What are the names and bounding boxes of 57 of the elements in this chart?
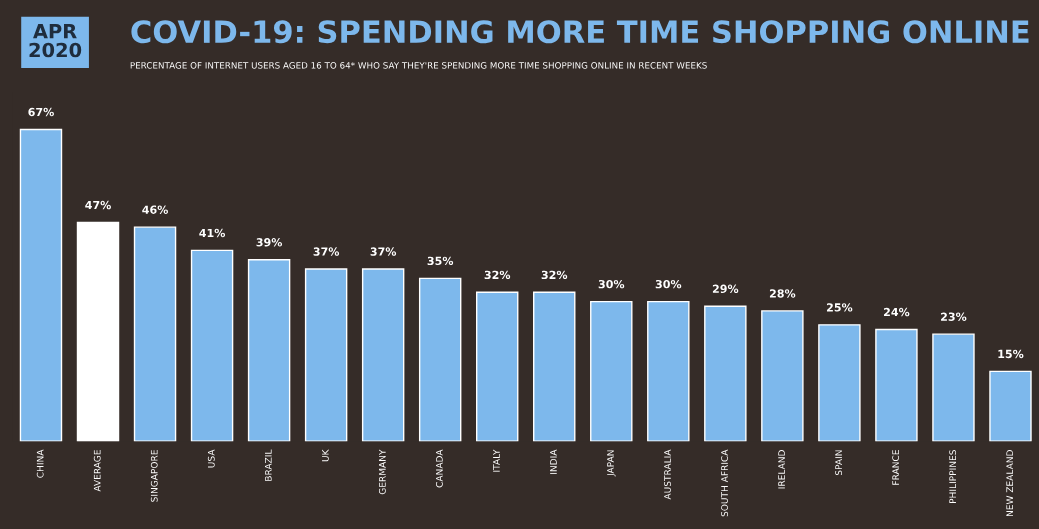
bar [989, 370, 1032, 442]
data-label: 25% [826, 303, 853, 312]
chart-subtitle: PERCENTAGE OF INTERNET USERS AGED 16 TO 64* WHO SAY THEY'RE SPENDING MORE TIME SHOPPING ONLINE IN RECENT WEEKS [130, 62, 707, 69]
data-label: 47% [85, 200, 111, 210]
x-tick-label: SPAIN [835, 450, 843, 476]
bar [418, 277, 462, 442]
bar [932, 333, 975, 442]
x-tick-label: CANADA [435, 449, 443, 488]
x-tick-label: IRELAND [778, 450, 785, 489]
x-tick-label: NEW ZEALAND [1006, 450, 1013, 517]
data-label: 15% [998, 349, 1024, 359]
data-label: 30% [598, 279, 625, 289]
data-label: 67% [28, 107, 54, 117]
x-tick-label: FRANCE [892, 450, 900, 485]
x-tick-label: INDIA [550, 449, 557, 474]
bar [361, 268, 405, 442]
bar [76, 221, 120, 442]
x-tick-label: BRAZIL [265, 449, 272, 481]
data-label: 24% [884, 307, 910, 317]
bar [247, 259, 291, 442]
bar [761, 310, 804, 442]
data-label: 46% [142, 205, 168, 214]
data-label: 37% [313, 247, 340, 256]
x-tick-label: GERMANY [378, 449, 386, 495]
x-tick-label: UK [322, 449, 329, 462]
x-tick-label: CHINA [36, 449, 44, 478]
data-label: 23% [941, 312, 967, 321]
data-label: 35% [427, 256, 454, 266]
bar [818, 324, 861, 442]
bar [704, 305, 747, 442]
x-tick-label: JAPAN [607, 450, 616, 477]
text: APR 2020 [29, 24, 82, 58]
data-label: 41% [199, 228, 226, 238]
x-tick-label: USA [207, 449, 215, 468]
bar [533, 291, 576, 442]
bar [304, 268, 348, 442]
bar [647, 300, 690, 442]
x-tick-label: AVERAGE [93, 450, 101, 492]
data-label: 32% [541, 270, 568, 280]
bar [590, 300, 633, 442]
data-label: 32% [484, 270, 511, 280]
data-label: 28% [769, 289, 796, 298]
chart-title: COVID-19: SPENDING MORE TIME SHOPPING ONLINE [131, 20, 1029, 44]
bar [133, 226, 177, 442]
bar [475, 291, 519, 442]
x-tick-label: AUSTRALIA [664, 449, 671, 500]
x-tick-label: PHILIPPINES [949, 450, 957, 503]
data-label: 37% [370, 247, 397, 256]
bar [190, 249, 234, 442]
x-tick-label: ITALY [493, 449, 500, 472]
data-label: 39% [256, 238, 283, 247]
x-tick-label: SOUTH AFRICA [721, 449, 728, 517]
x-tick-label: SINGAPORE [150, 450, 158, 502]
data-label: 29% [712, 284, 739, 293]
data-label: 30% [655, 279, 682, 289]
bar [875, 328, 918, 442]
bar [19, 128, 63, 442]
